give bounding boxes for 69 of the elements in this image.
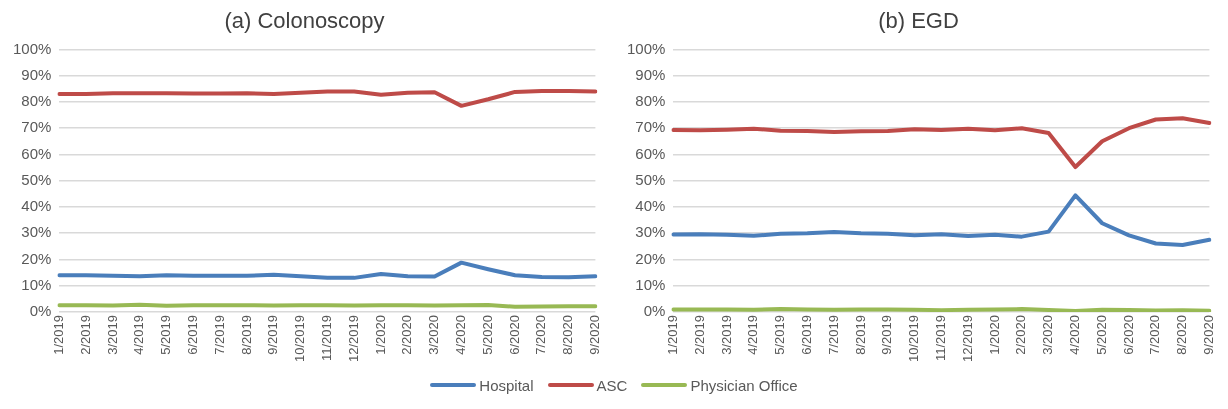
x-tick-label: 5/2019 bbox=[158, 315, 174, 355]
y-tick-label: 30% bbox=[21, 223, 52, 241]
y-tick-label: 60% bbox=[635, 144, 666, 162]
x-tick-label: 2/2020 bbox=[1013, 315, 1029, 355]
y-tick-label: 20% bbox=[635, 249, 666, 267]
x-tick-label: 2/2019 bbox=[77, 315, 93, 355]
x-tick-label: 3/2019 bbox=[718, 315, 734, 355]
x-tick-label: 4/2020 bbox=[452, 315, 468, 355]
x-tick-label: 3/2019 bbox=[104, 315, 120, 355]
x-tick-label: 5/2020 bbox=[479, 315, 495, 355]
y-tick-label: 0% bbox=[29, 302, 52, 320]
x-tick-label: 5/2020 bbox=[1093, 315, 1109, 355]
x-tick-label: 9/2019 bbox=[265, 315, 281, 355]
y-tick-label: 40% bbox=[21, 197, 52, 215]
x-tick-label: 4/2019 bbox=[131, 315, 147, 355]
y-tick-label: 90% bbox=[635, 65, 666, 83]
y-tick-label: 70% bbox=[635, 118, 666, 136]
x-tick-label: 8/2019 bbox=[238, 315, 254, 355]
y-tick-label: 10% bbox=[635, 275, 666, 293]
y-tick-label: 40% bbox=[635, 197, 666, 215]
x-tick-label: 5/2019 bbox=[772, 315, 788, 355]
x-tick-label: 9/2020 bbox=[1200, 315, 1216, 355]
y-tick-label: 10% bbox=[21, 275, 52, 293]
legend-label: Hospital bbox=[479, 376, 534, 394]
y-tick-label: 30% bbox=[635, 223, 666, 241]
y-tick-label: 0% bbox=[643, 302, 666, 320]
x-tick-label: 10/2019 bbox=[292, 315, 308, 363]
x-tick-label: 1/2019 bbox=[664, 315, 680, 355]
y-tick-label: 80% bbox=[635, 92, 666, 110]
x-tick-label: 7/2020 bbox=[1147, 315, 1163, 355]
x-tick-label: 6/2019 bbox=[798, 315, 814, 355]
chart-title: (b) EGD bbox=[878, 8, 959, 34]
x-tick-label: 3/2020 bbox=[1040, 315, 1056, 355]
x-tick-label: 4/2019 bbox=[745, 315, 761, 355]
x-tick-label: 6/2020 bbox=[1120, 315, 1136, 355]
x-tick-label: 1/2020 bbox=[372, 315, 388, 355]
legend-label: ASC bbox=[596, 376, 628, 394]
x-tick-label: 2/2019 bbox=[691, 315, 707, 355]
x-tick-label: 7/2020 bbox=[533, 315, 549, 355]
x-tick-label: 1/2020 bbox=[986, 315, 1002, 355]
x-tick-label: 12/2019 bbox=[345, 315, 361, 363]
x-tick-label: 6/2019 bbox=[184, 315, 200, 355]
y-tick-label: 100% bbox=[12, 39, 52, 57]
legend-label: Physician Office bbox=[690, 376, 798, 394]
x-tick-label: 8/2020 bbox=[1174, 315, 1190, 355]
x-tick-label: 3/2020 bbox=[426, 315, 442, 355]
x-tick-label: 12/2019 bbox=[959, 315, 975, 363]
x-tick-label: 11/2019 bbox=[318, 315, 334, 362]
y-tick-label: 90% bbox=[21, 65, 52, 83]
y-tick-label: 20% bbox=[21, 249, 52, 267]
y-tick-label: 60% bbox=[21, 144, 52, 162]
y-tick-label: 50% bbox=[635, 170, 666, 188]
x-tick-label: 6/2020 bbox=[506, 315, 522, 355]
x-tick-label: 11/2019 bbox=[932, 315, 948, 362]
y-tick-label: 80% bbox=[21, 92, 52, 110]
x-tick-label: 7/2019 bbox=[825, 315, 841, 355]
x-tick-label: 8/2019 bbox=[852, 315, 868, 355]
y-tick-label: 70% bbox=[21, 118, 52, 136]
y-tick-label: 50% bbox=[21, 170, 52, 188]
x-tick-label: 2/2020 bbox=[399, 315, 415, 355]
y-tick-label: 100% bbox=[626, 39, 666, 57]
x-tick-label: 9/2020 bbox=[586, 315, 602, 355]
x-tick-label: 4/2020 bbox=[1066, 315, 1082, 355]
x-tick-label: 7/2019 bbox=[211, 315, 227, 355]
x-tick-label: 1/2019 bbox=[50, 315, 66, 355]
chart-title: (a) Colonoscopy bbox=[224, 8, 385, 34]
x-tick-label: 9/2019 bbox=[879, 315, 895, 355]
x-tick-label: 10/2019 bbox=[906, 315, 922, 363]
x-tick-label: 8/2020 bbox=[560, 315, 576, 355]
